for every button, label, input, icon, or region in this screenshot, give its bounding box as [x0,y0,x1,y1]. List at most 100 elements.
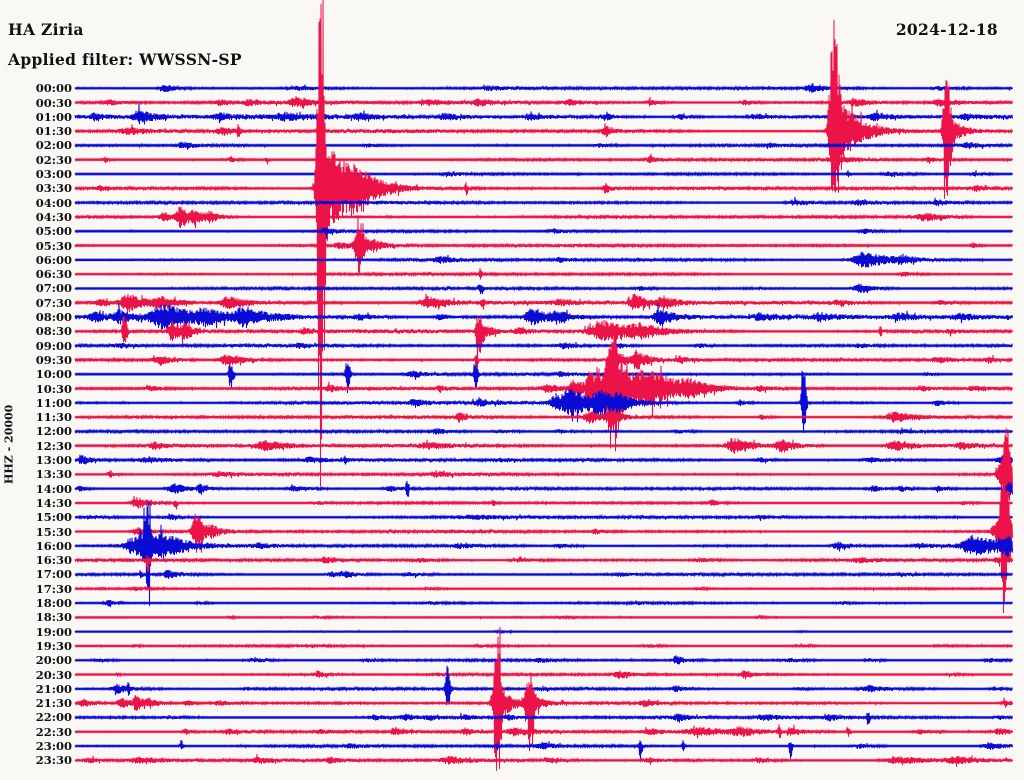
time-label-03:00: 03:00 [35,167,72,181]
trace-row-00:30 [74,96,1013,109]
time-label-08:30: 08:30 [35,324,72,339]
time-label-00:30: 00:30 [35,95,72,110]
time-label-10:00: 10:00 [35,367,72,382]
time-label-23:30: 23:30 [35,753,72,768]
time-label-15:30: 15:30 [35,524,72,539]
time-label-01:30: 01:30 [35,124,72,139]
trace-row-04:30 [74,206,1013,229]
trace-row-13:00 [74,454,1013,469]
trace-row-21:30 [74,626,1013,771]
trace-row-02:30 [74,153,1013,165]
trace-row-19:00 [74,629,1013,635]
time-label-08:00: 08:00 [35,310,72,324]
time-label-21:00: 21:00 [35,681,72,696]
trace-row-08:30 [74,316,1013,370]
time-label-22:30: 22:30 [35,724,72,739]
time-label-17:00: 17:00 [35,567,72,582]
time-label-04:00: 04:00 [35,195,72,210]
trace-row-18:30 [74,614,1013,621]
time-label-00:00: 00:00 [35,81,72,96]
trace-row-03:30 [74,0,1013,487]
trace-row-09:00 [74,341,1013,350]
trace-row-16:00 [74,501,1013,607]
trace-row-01:00 [74,103,1013,125]
trace-row-21:00 [74,665,1013,706]
trace-row-16:30 [74,555,1013,572]
time-label-14:30: 14:30 [35,495,72,510]
time-label-20:00: 20:00 [35,653,72,668]
trace-row-20:00 [74,655,1013,665]
time-label-18:00: 18:00 [35,596,72,610]
trace-row-13:30 [74,428,1013,519]
trace-row-05:00 [74,227,1013,240]
time-label-18:30: 18:30 [35,610,72,625]
time-label-06:00: 06:00 [35,252,72,267]
time-label-22:00: 22:00 [35,710,72,725]
trace-row-01:30 [74,19,1013,199]
trace-row-11:30 [74,405,1013,429]
time-label-19:00: 19:00 [35,624,72,639]
trace-row-06:30 [74,267,1013,280]
time-label-09:00: 09:00 [35,338,72,353]
trace-row-10:00 [74,362,1013,394]
time-label-21:30: 21:30 [35,696,72,711]
trace-row-23:00 [74,739,1013,761]
time-label-11:30: 11:30 [35,410,72,425]
trace-row-22:30 [74,724,1013,739]
trace-row-07:00 [74,283,1013,295]
date-label: 2024-12-18 [895,20,998,39]
trace-row-11:00 [74,370,1013,434]
trace-row-14:30 [74,495,1013,510]
time-label-23:00: 23:00 [35,739,72,753]
time-label-19:30: 19:30 [35,638,72,653]
time-label-13:30: 13:30 [35,467,72,482]
time-label-07:30: 07:30 [35,295,72,310]
time-label-01:00: 01:00 [35,109,72,124]
trace-row-17:00 [74,569,1013,579]
time-label-06:30: 06:30 [35,267,72,282]
trace-row-08:00 [74,302,1013,330]
time-label-05:00: 05:00 [35,224,72,239]
trace-row-10:30 [74,327,1013,452]
trace-row-07:30 [74,293,1013,314]
time-label-20:30: 20:30 [35,667,72,682]
trace-row-06:00 [74,251,1013,268]
time-label-07:00: 07:00 [35,281,72,296]
time-label-05:30: 05:30 [35,238,72,253]
trace-row-18:00 [74,599,1013,608]
time-label-16:00: 16:00 [35,538,72,553]
trace-row-02:00 [74,141,1013,150]
time-label-09:30: 09:30 [35,352,72,367]
trace-row-15:30 [74,441,1013,614]
time-label-04:30: 04:30 [35,209,72,224]
trace-row-14:00 [74,480,1013,497]
trace-row-09:30 [74,349,1013,370]
trace-row-23:30 [74,754,1013,767]
time-label-12:00: 12:00 [35,424,72,439]
trace-row-20:30 [74,670,1013,680]
trace-row-04:00 [74,196,1013,207]
trace-row-00:00 [74,83,1013,93]
time-label-14:00: 14:00 [35,481,72,496]
time-label-12:30: 12:30 [35,438,72,453]
trace-row-12:30 [74,438,1013,454]
trace-row-15:00 [74,513,1013,522]
trace-row-12:00 [74,427,1013,435]
time-label-17:30: 17:30 [35,581,72,596]
trace-row-19:30 [74,642,1013,650]
trace-row-22:00 [74,712,1013,725]
time-label-13:00: 13:00 [35,453,72,467]
time-label-02:00: 02:00 [35,138,72,153]
station-title: HA Ziria [8,20,84,39]
time-label-15:00: 15:00 [35,510,72,525]
trace-row-17:30 [74,585,1013,593]
time-label-10:30: 10:30 [35,381,72,396]
time-label-11:00: 11:00 [35,395,72,410]
time-label-03:30: 03:30 [35,181,72,196]
trace-row-03:00 [74,169,1013,178]
time-label-16:30: 16:30 [35,553,72,568]
time-label-02:30: 02:30 [35,152,72,167]
trace-row-05:30 [74,217,1013,275]
